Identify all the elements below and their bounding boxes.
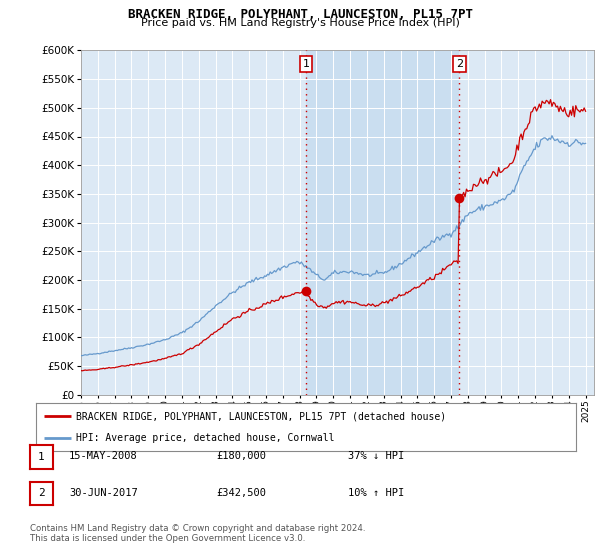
Bar xyxy=(306,50,460,395)
Text: £180,000: £180,000 xyxy=(216,451,266,461)
Text: 10% ↑ HPI: 10% ↑ HPI xyxy=(348,488,404,498)
Text: £342,500: £342,500 xyxy=(216,488,266,498)
Text: Contains HM Land Registry data © Crown copyright and database right 2024.
This d: Contains HM Land Registry data © Crown c… xyxy=(30,524,365,543)
Text: BRACKEN RIDGE, POLYPHANT, LAUNCESTON, PL15 7PT (detached house): BRACKEN RIDGE, POLYPHANT, LAUNCESTON, PL… xyxy=(77,411,446,421)
Text: 1: 1 xyxy=(38,452,45,462)
Text: 2: 2 xyxy=(456,59,463,69)
Text: 37% ↓ HPI: 37% ↓ HPI xyxy=(348,451,404,461)
Text: 2: 2 xyxy=(38,488,45,498)
Text: BRACKEN RIDGE, POLYPHANT, LAUNCESTON, PL15 7PT: BRACKEN RIDGE, POLYPHANT, LAUNCESTON, PL… xyxy=(128,8,473,21)
Text: 1: 1 xyxy=(302,59,310,69)
Text: 15-MAY-2008: 15-MAY-2008 xyxy=(69,451,138,461)
Text: 30-JUN-2017: 30-JUN-2017 xyxy=(69,488,138,498)
Text: HPI: Average price, detached house, Cornwall: HPI: Average price, detached house, Corn… xyxy=(77,433,335,443)
Text: Price paid vs. HM Land Registry's House Price Index (HPI): Price paid vs. HM Land Registry's House … xyxy=(140,18,460,29)
